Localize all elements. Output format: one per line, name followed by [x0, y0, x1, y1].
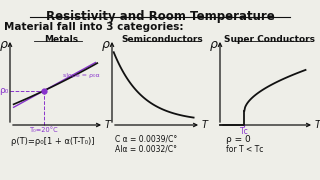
Text: ρ: ρ [0, 38, 8, 51]
Text: Resistivity and Room Temperature: Resistivity and Room Temperature [46, 10, 274, 23]
Text: for T < Tᴄ: for T < Tᴄ [226, 145, 263, 154]
Text: ρ₀: ρ₀ [0, 86, 8, 95]
Text: ρ: ρ [210, 38, 218, 51]
Text: Super Conductors: Super Conductors [225, 35, 316, 44]
Text: ρ(T)=ρ₀[1 + α(T-T₀)]: ρ(T)=ρ₀[1 + α(T-T₀)] [11, 137, 95, 146]
Text: Metals: Metals [44, 35, 78, 44]
Text: Semiconductors: Semiconductors [121, 35, 203, 44]
Text: Material fall into 3 categories:: Material fall into 3 categories: [4, 22, 183, 32]
Text: ρ = 0: ρ = 0 [226, 135, 251, 144]
Text: T: T [202, 120, 208, 130]
Text: slope = ρ₀α: slope = ρ₀α [63, 73, 100, 78]
Text: Tᴄ: Tᴄ [240, 127, 249, 136]
Text: T: T [315, 120, 320, 130]
Text: T: T [105, 120, 111, 130]
Text: Alα = 0.0032/C°: Alα = 0.0032/C° [115, 144, 177, 153]
Text: C α = 0.0039/C°: C α = 0.0039/C° [115, 134, 177, 143]
Text: T₀=20°C: T₀=20°C [30, 127, 59, 133]
Text: ρ: ρ [102, 38, 110, 51]
